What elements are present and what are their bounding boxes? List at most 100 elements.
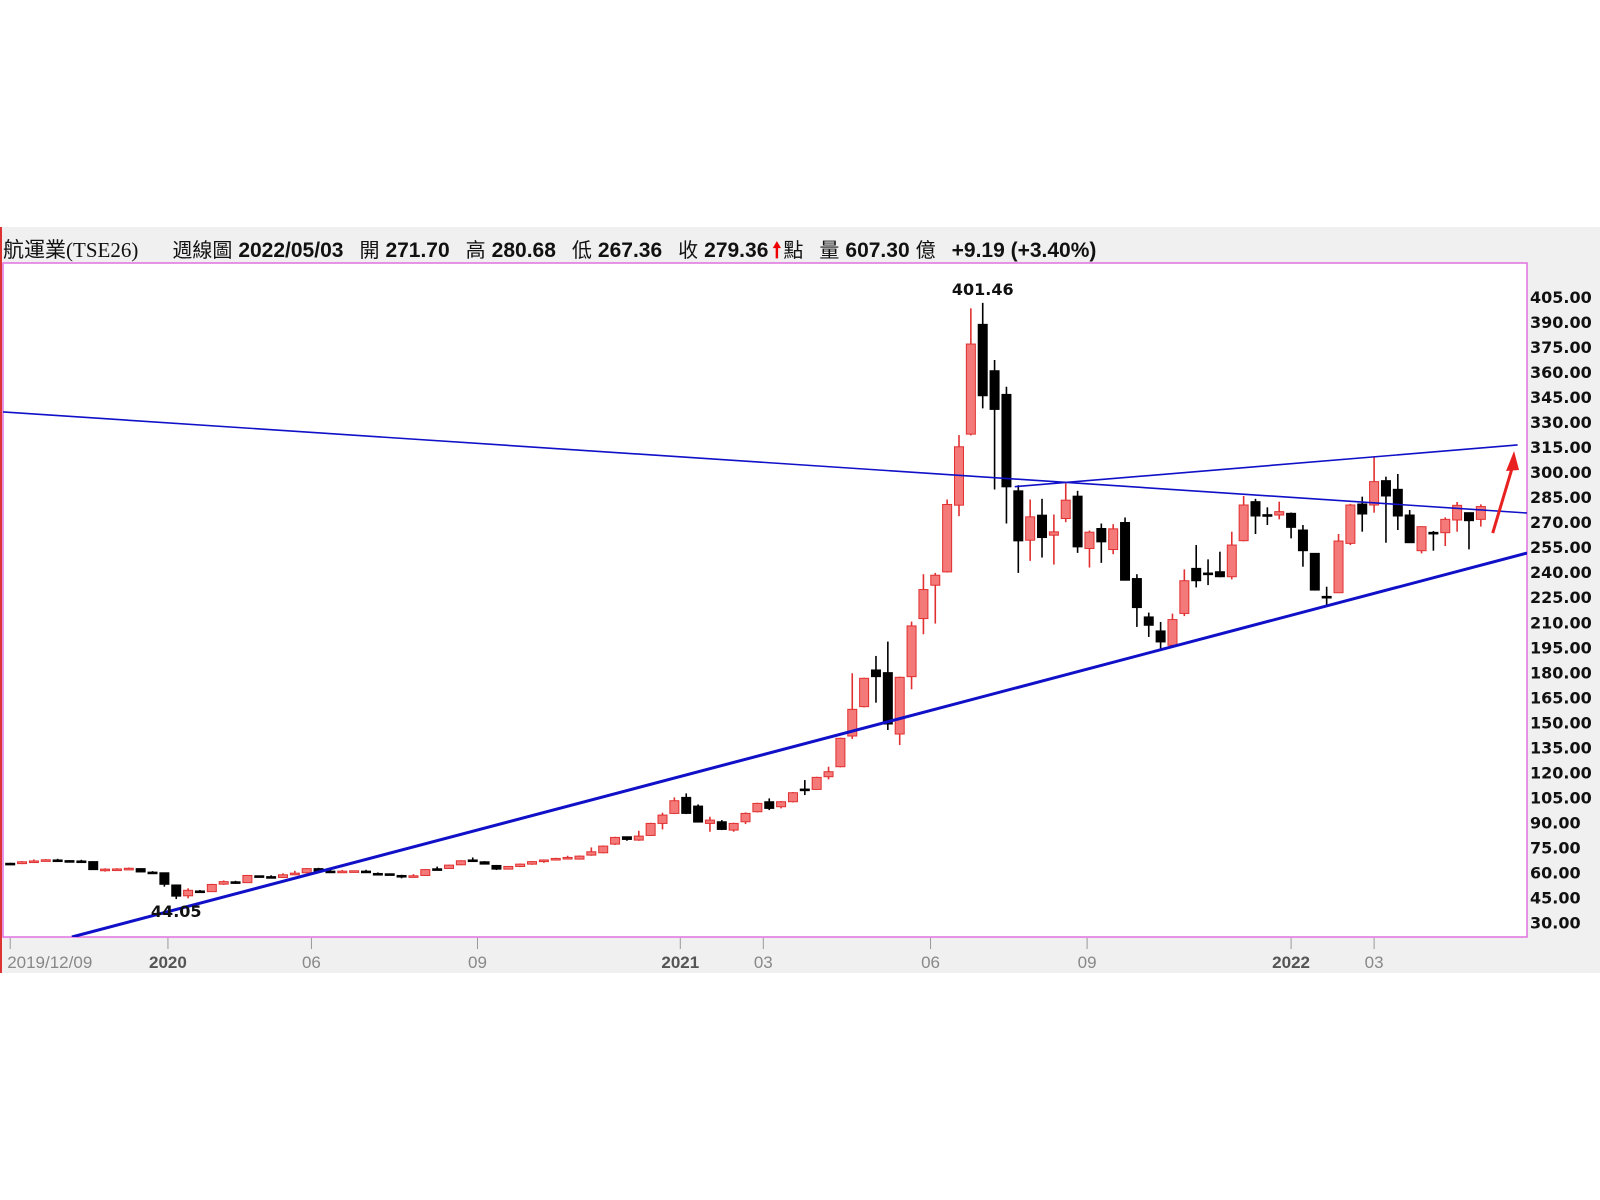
candle bbox=[1475, 504, 1486, 527]
candle bbox=[100, 868, 111, 872]
candle bbox=[1120, 517, 1131, 581]
candle bbox=[965, 308, 976, 436]
candle-body bbox=[657, 814, 668, 824]
candle-body bbox=[1357, 503, 1368, 515]
candle-body bbox=[693, 805, 704, 823]
candle bbox=[882, 641, 893, 731]
candle bbox=[1392, 473, 1403, 531]
candle-body bbox=[1108, 528, 1119, 551]
y-tick-label: 120.00 bbox=[1530, 763, 1592, 782]
candle bbox=[847, 673, 858, 740]
candle bbox=[1203, 559, 1214, 586]
candle-body bbox=[1369, 481, 1380, 506]
candle-body bbox=[266, 876, 277, 879]
candle bbox=[444, 864, 455, 869]
candle-body bbox=[835, 737, 846, 768]
candle-body bbox=[799, 788, 810, 792]
candle-body bbox=[254, 875, 265, 878]
unit-label: 點 bbox=[783, 238, 804, 262]
candle bbox=[1463, 512, 1474, 550]
candle bbox=[1143, 612, 1154, 637]
candle-body bbox=[645, 822, 656, 836]
candle bbox=[479, 861, 490, 865]
candle bbox=[870, 655, 881, 703]
candle bbox=[1013, 485, 1024, 573]
candle-body bbox=[40, 859, 51, 862]
candle-body bbox=[586, 851, 597, 856]
candle-body bbox=[325, 870, 336, 874]
candle-body bbox=[621, 836, 632, 840]
candle bbox=[1131, 574, 1142, 627]
candle bbox=[1428, 531, 1439, 551]
candle-body bbox=[242, 874, 253, 884]
candle bbox=[1048, 514, 1059, 565]
x-tick-label: 2022 bbox=[1272, 953, 1310, 972]
candle-body bbox=[811, 776, 822, 790]
candle-body bbox=[894, 676, 905, 735]
y-tick-label: 60.00 bbox=[1530, 863, 1581, 882]
volume-label: 量 bbox=[819, 238, 840, 262]
candle bbox=[206, 883, 217, 893]
candle-body bbox=[918, 589, 929, 620]
candle bbox=[515, 863, 526, 868]
y-tick-label: 390.00 bbox=[1530, 313, 1592, 332]
y-tick-label: 375.00 bbox=[1530, 338, 1592, 357]
red-arrow-icon bbox=[1491, 464, 1515, 534]
candle bbox=[503, 865, 514, 870]
candle bbox=[17, 861, 28, 865]
candle bbox=[230, 880, 241, 884]
open-label: 開 bbox=[359, 238, 380, 262]
candle bbox=[1345, 503, 1356, 546]
candle-body bbox=[147, 871, 158, 875]
y-tick-label: 150.00 bbox=[1530, 713, 1592, 732]
candle bbox=[550, 857, 561, 861]
candle bbox=[420, 869, 431, 876]
candle bbox=[147, 871, 158, 875]
candle bbox=[349, 870, 360, 873]
period-label[interactable]: 週線圖 bbox=[172, 238, 233, 262]
candle-body bbox=[52, 859, 63, 863]
candle bbox=[1096, 523, 1107, 563]
x-tick-label: 2021 bbox=[661, 953, 699, 972]
candle-body bbox=[1428, 531, 1439, 535]
y-tick-label: 180.00 bbox=[1530, 663, 1592, 682]
candle-body bbox=[1345, 504, 1356, 544]
candle-body bbox=[432, 868, 443, 871]
candle bbox=[1440, 517, 1451, 547]
candle-body bbox=[1001, 393, 1012, 488]
y-tick-label: 195.00 bbox=[1530, 638, 1592, 657]
candle bbox=[76, 859, 87, 864]
candle bbox=[811, 776, 822, 790]
candle-body bbox=[420, 869, 431, 876]
trendline-ascending-upper bbox=[1014, 444, 1518, 488]
candle bbox=[1025, 499, 1036, 561]
candle-body bbox=[847, 708, 858, 737]
candle-body bbox=[1025, 516, 1036, 541]
candle-body bbox=[989, 370, 1000, 410]
trendline-ascending-support bbox=[71, 551, 1527, 937]
candle-body bbox=[1286, 512, 1297, 528]
y-tick-label: 105.00 bbox=[1530, 788, 1592, 807]
candle bbox=[277, 873, 288, 878]
candle bbox=[289, 870, 300, 876]
candle bbox=[123, 867, 134, 871]
candle bbox=[1108, 524, 1119, 555]
candle bbox=[918, 574, 929, 635]
candle-body bbox=[171, 884, 182, 897]
price-annotation: 401.46 bbox=[952, 280, 1014, 299]
x-tick-label: 2019/12/09 bbox=[7, 953, 92, 972]
candle bbox=[894, 676, 905, 746]
candle-body bbox=[1096, 528, 1107, 543]
x-tick-label: 03 bbox=[1365, 953, 1384, 972]
candle bbox=[1404, 510, 1415, 544]
candle bbox=[372, 872, 383, 876]
candle bbox=[716, 820, 727, 831]
candle-body bbox=[1084, 531, 1095, 550]
candle-body bbox=[408, 875, 419, 878]
candle-body bbox=[337, 870, 348, 874]
candle-body bbox=[1155, 630, 1166, 643]
candle-body bbox=[1250, 501, 1261, 517]
price-annotation: 44.05 bbox=[151, 902, 202, 921]
x-tick-label: 09 bbox=[1078, 953, 1097, 972]
